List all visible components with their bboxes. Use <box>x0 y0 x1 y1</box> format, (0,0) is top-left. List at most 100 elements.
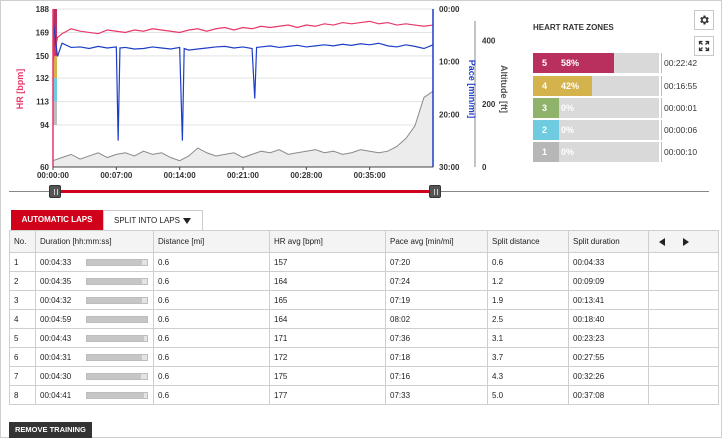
cell-no: 2 <box>9 271 36 291</box>
duration-bar <box>86 258 149 266</box>
duration-text: 00:04:35 <box>40 276 72 286</box>
time-range-slider[interactable] <box>9 183 709 199</box>
duration-bar-fill <box>87 259 142 265</box>
table-row[interactable]: 5 00:04:43 0.6 171 07:36 3.1 00:23:23 <box>9 328 719 348</box>
cell-hr-avg: 171 <box>269 328 386 348</box>
zone-fill <box>533 120 559 140</box>
col-pace-avg: Pace avg [min/mi] <box>385 230 488 253</box>
table-row[interactable]: 2 00:04:35 0.6 164 07:24 1.2 00:09:09 <box>9 271 719 291</box>
pace-axis-label: Pace [min/mi] <box>467 60 477 119</box>
col-duration: Duration [hh:mm:ss] <box>35 230 154 253</box>
cell-split-distance: 0.6 <box>487 252 569 272</box>
cell-hr-avg: 165 <box>269 290 386 310</box>
cell-no: 3 <box>9 290 36 310</box>
cell-split-duration: 00:18:40 <box>568 309 649 329</box>
duration-bar-fill <box>87 354 142 360</box>
range-end-handle[interactable] <box>429 185 441 198</box>
cell-split-distance: 5.0 <box>487 385 569 405</box>
cell-pace-avg: 08:02 <box>385 309 488 329</box>
duration-bar <box>86 372 149 380</box>
zone-row-3: 3 0% 00:00:01 <box>533 98 719 118</box>
cell-pace-avg: 07:36 <box>385 328 488 348</box>
altitude-series <box>52 90 434 168</box>
tab-split-into-laps[interactable]: SPLIT INTO LAPS <box>103 210 203 230</box>
cell-hr-avg: 164 <box>269 271 386 291</box>
x-tick-label: 00:35:00 <box>354 171 387 180</box>
table-row[interactable]: 3 00:04:32 0.6 165 07:19 1.9 00:13:41 <box>9 290 719 310</box>
x-tick-label: 00:14:00 <box>164 171 197 180</box>
zone-percent: 0% <box>561 103 575 113</box>
table-row[interactable]: 4 00:04:59 0.6 164 08:02 2.5 00:18:40 <box>9 309 719 329</box>
cell-hr-avg: 172 <box>269 347 386 367</box>
hr-tick-label: 94 <box>40 121 49 130</box>
x-tick-label: 00:00:00 <box>37 171 70 180</box>
zone-row-1: 1 0% 00:00:10 <box>533 142 719 162</box>
zone-fill <box>533 53 614 73</box>
col-hr-avg: HR avg [bpm] <box>269 230 386 253</box>
cell-duration: 00:04:43 <box>35 328 154 348</box>
zone-row-2: 2 0% 00:00:06 <box>533 120 719 140</box>
col-distance: Distance [mi] <box>153 230 270 253</box>
zone-time: 00:00:01 <box>664 103 698 113</box>
table-row[interactable]: 1 00:04:33 0.6 157 07:20 0.6 00:04:33 <box>9 252 719 272</box>
arrow-left-icon[interactable] <box>659 237 665 246</box>
zone-track <box>533 98 659 118</box>
duration-bar <box>86 315 149 323</box>
cell-duration: 00:04:30 <box>35 366 154 386</box>
cell-distance: 0.6 <box>153 252 270 272</box>
table-row[interactable]: 7 00:04:30 0.6 175 07:16 4.3 00:32:26 <box>9 366 719 386</box>
duration-bar-fill <box>87 392 144 398</box>
cell-pace-avg: 07:19 <box>385 290 488 310</box>
duration-bar <box>86 353 149 361</box>
fullscreen-button[interactable] <box>694 36 714 56</box>
arrow-right-icon[interactable] <box>683 237 689 246</box>
range-start-handle[interactable] <box>49 185 61 198</box>
remove-training-button[interactable]: REMOVE TRAINING <box>9 422 92 438</box>
duration-text: 00:04:32 <box>40 295 72 305</box>
cell-split-distance: 3.7 <box>487 347 569 367</box>
zone-number: 4 <box>542 81 548 91</box>
zone-percent: 0% <box>561 125 575 135</box>
cell-distance: 0.6 <box>153 328 270 348</box>
zone-time: 00:00:10 <box>664 147 698 157</box>
zone-fill <box>533 142 559 162</box>
laps-table: No. Duration [hh:mm:ss] Distance [mi] HR… <box>9 230 719 405</box>
pace-tick-label: 10:00 <box>439 58 460 67</box>
cell-split-duration: 00:27:55 <box>568 347 649 367</box>
zone-separator <box>661 142 662 162</box>
col-no: No. <box>9 230 36 253</box>
cell-split-duration: 00:32:26 <box>568 366 649 386</box>
hr-tick-label: 132 <box>36 74 50 83</box>
pace-series <box>52 19 434 141</box>
zone-percent: 0% <box>561 147 575 157</box>
pace-tick-label: 00:00 <box>439 5 460 14</box>
cell-split-duration: 00:04:33 <box>568 252 649 272</box>
cell-distance: 0.6 <box>153 309 270 329</box>
cell-pace-avg: 07:18 <box>385 347 488 367</box>
cell-duration: 00:04:32 <box>35 290 154 310</box>
cell-distance: 0.6 <box>153 366 270 386</box>
table-row[interactable]: 6 00:04:31 0.6 172 07:18 3.7 00:27:55 <box>9 347 719 367</box>
cell-no: 6 <box>9 347 36 367</box>
tab-automatic-laps[interactable]: AUTOMATIC LAPS <box>11 210 103 230</box>
hr-tick-label: 188 <box>36 5 50 14</box>
cell-empty <box>648 309 719 329</box>
zone-number: 2 <box>542 125 548 135</box>
cell-distance: 0.6 <box>153 271 270 291</box>
settings-button[interactable] <box>694 10 714 30</box>
cell-empty <box>648 271 719 291</box>
cell-no: 1 <box>9 252 36 272</box>
zone-row-5: 5 58% 00:22:42 <box>533 53 719 73</box>
table-row[interactable]: 8 00:04:41 0.6 177 07:33 5.0 00:37:08 <box>9 385 719 405</box>
zone-number: 1 <box>542 147 548 157</box>
cell-duration: 00:04:33 <box>35 252 154 272</box>
duration-bar-fill <box>87 297 142 303</box>
duration-text: 00:04:30 <box>40 371 72 381</box>
duration-text: 00:04:31 <box>40 352 72 362</box>
cell-split-distance: 4.3 <box>487 366 569 386</box>
gear-icon <box>700 15 709 25</box>
x-tick-label: 00:07:00 <box>100 171 133 180</box>
duration-bar <box>86 296 149 304</box>
col-split-duration: Split duration <box>568 230 649 253</box>
